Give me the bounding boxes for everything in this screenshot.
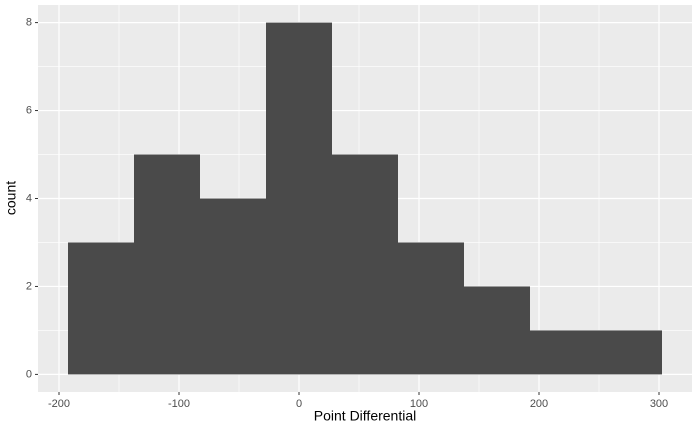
y-tick-label: 4 xyxy=(26,192,32,204)
x-tick-label: 100 xyxy=(410,398,428,410)
y-tick-label: 2 xyxy=(26,280,32,292)
bar xyxy=(464,286,530,375)
y-tick-label: 6 xyxy=(26,104,32,116)
x-axis-title: Point Differential xyxy=(314,408,416,424)
bar xyxy=(530,330,596,375)
bar xyxy=(332,154,398,375)
y-axis-title: count xyxy=(3,181,19,215)
x-tick-label: 300 xyxy=(650,398,668,410)
x-tick-label: -100 xyxy=(168,398,190,410)
x-tick-label: 0 xyxy=(296,398,302,410)
bar xyxy=(68,242,134,375)
y-tick-label: 0 xyxy=(26,368,32,380)
bar xyxy=(200,198,266,375)
bar xyxy=(596,330,662,375)
bar xyxy=(134,154,200,375)
bar xyxy=(398,242,464,375)
y-tick-label: 8 xyxy=(26,16,32,28)
x-tick-label: -200 xyxy=(48,398,70,410)
x-tick-label: 200 xyxy=(530,398,548,410)
bar xyxy=(266,22,332,375)
